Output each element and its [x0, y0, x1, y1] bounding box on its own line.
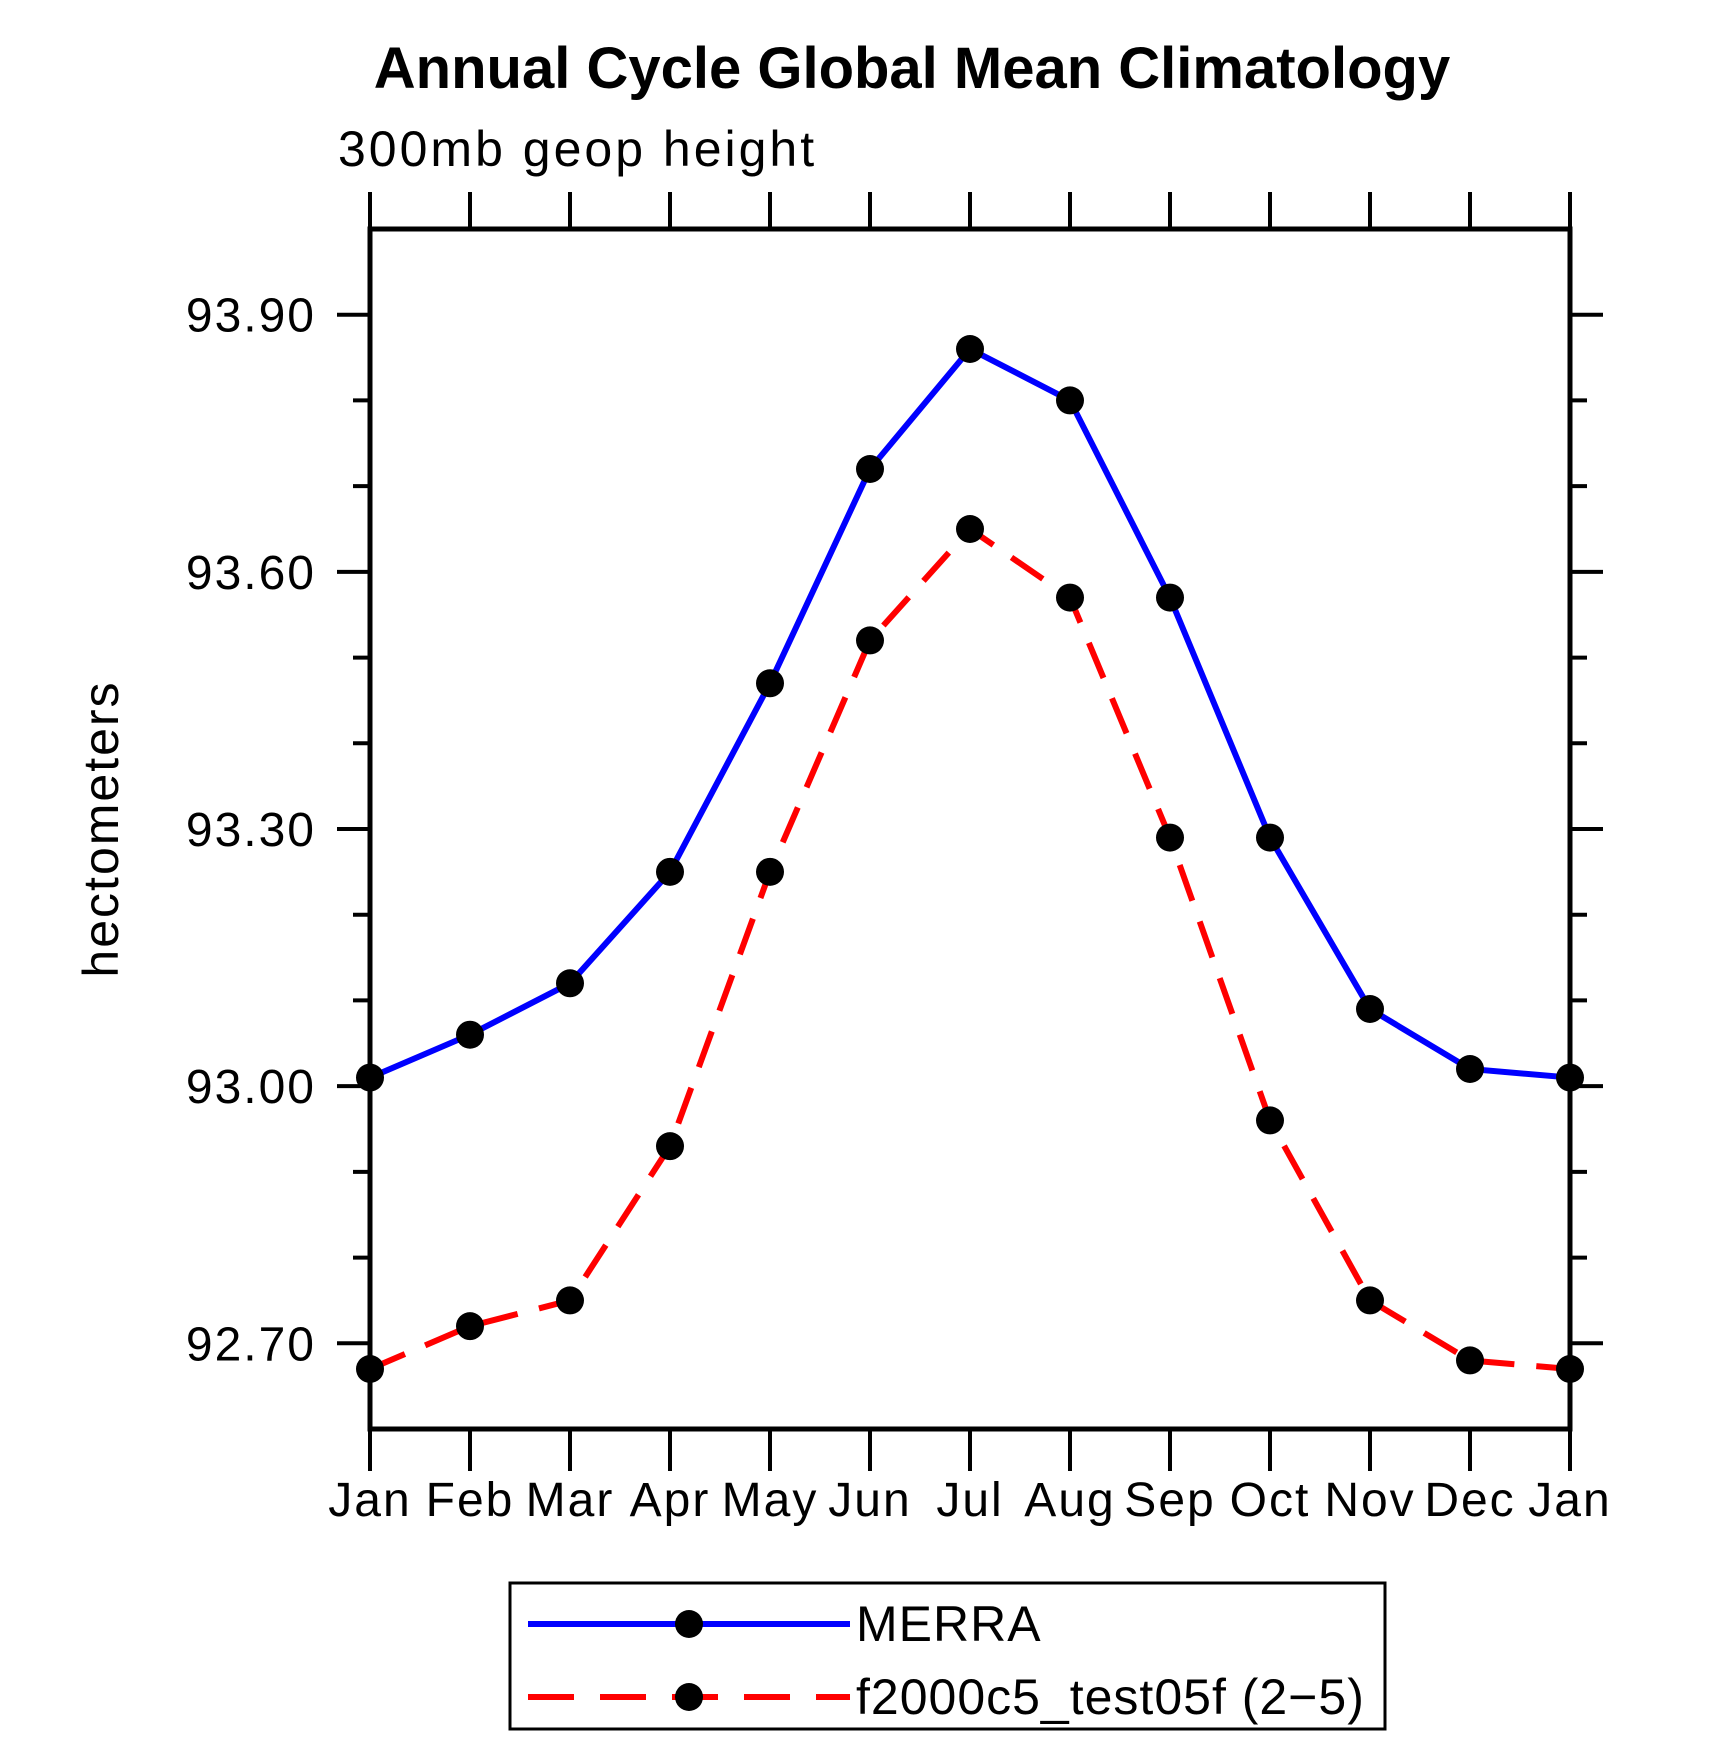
data-point	[756, 669, 784, 698]
data-point	[1056, 583, 1084, 612]
series-markers	[356, 335, 1584, 1383]
data-point	[956, 335, 984, 363]
data-point	[1256, 1106, 1284, 1135]
x-tick-label: Nov	[1324, 1474, 1415, 1527]
data-point	[1456, 1346, 1484, 1375]
x-tick-label: Dec	[1424, 1474, 1515, 1527]
data-point	[1056, 386, 1084, 415]
plot-border	[367, 226, 1573, 1432]
legend-item-merra: MERRA	[528, 1596, 1042, 1652]
x-tick-label: Oct	[1230, 1474, 1311, 1527]
series-line-merra	[368, 345, 1571, 1081]
data-point	[856, 455, 884, 483]
y-tick-label: 93.30	[186, 804, 316, 857]
x-tick-labels: Jan Feb Mar Apr May Jun Jul Aug Sep Oct Nov Dec Jan	[328, 1474, 1611, 1527]
x-tick-label: Feb	[426, 1474, 515, 1527]
data-point	[1356, 1286, 1384, 1315]
legend-box	[508, 1581, 1387, 1731]
x-tick-label: Jun	[828, 1474, 911, 1527]
y-tick-label: 93.90	[186, 290, 316, 343]
y-tick-label: 93.00	[186, 1061, 316, 1114]
data-point	[556, 969, 584, 998]
x-tick-label: Jan	[1528, 1474, 1611, 1527]
x-tick-label: May	[722, 1474, 819, 1527]
y-tick-label: 93.60	[186, 547, 316, 600]
y-axis-label: hectometers	[73, 680, 129, 977]
chart-subtitle: 300mb geop height	[338, 121, 817, 177]
data-point	[956, 515, 984, 543]
data-point	[1156, 583, 1184, 612]
y-tick-label: 92.70	[186, 1318, 316, 1371]
y-tick-labels: 92.70 93.00 93.30 93.60 93.90	[186, 290, 316, 1372]
legend-item-f2000c5: f2000c5_test05f (2−5)	[528, 1669, 1365, 1725]
data-point	[1356, 995, 1384, 1023]
data-point	[856, 626, 884, 655]
legend-marker-f2000c5	[675, 1683, 703, 1711]
data-point	[656, 1132, 684, 1161]
legend-label-merra: MERRA	[856, 1596, 1042, 1652]
legend-label-f2000c5: f2000c5_test05f (2−5)	[856, 1669, 1365, 1725]
data-point	[1556, 1355, 1584, 1383]
data-point	[356, 1355, 384, 1383]
x-tick-label: Apr	[630, 1474, 711, 1527]
data-point	[1156, 823, 1184, 852]
chart-title: Annual Cycle Global Mean Climatology	[374, 36, 1450, 101]
data-point	[456, 1312, 484, 1341]
data-point	[456, 1020, 484, 1049]
series-lines	[368, 345, 1571, 1372]
series-line-f2000c5-test05f-2-5-	[368, 525, 1571, 1372]
data-point	[356, 1063, 384, 1092]
data-point	[1556, 1063, 1584, 1092]
axis-ticks	[337, 192, 1603, 1471]
x-tick-label: Aug	[1024, 1474, 1115, 1527]
x-tick-label: Sep	[1124, 1474, 1215, 1527]
x-tick-label: Jan	[328, 1474, 411, 1527]
data-point	[1456, 1055, 1484, 1083]
data-point	[756, 857, 784, 886]
data-point	[556, 1286, 584, 1315]
data-point	[1256, 823, 1284, 852]
legend-marker-merra	[675, 1610, 703, 1638]
x-tick-label: Jul	[936, 1474, 1003, 1527]
x-tick-label: Mar	[526, 1474, 615, 1527]
data-point	[656, 857, 684, 886]
legend: MERRA f2000c5_test05f (2−5)	[508, 1581, 1387, 1731]
